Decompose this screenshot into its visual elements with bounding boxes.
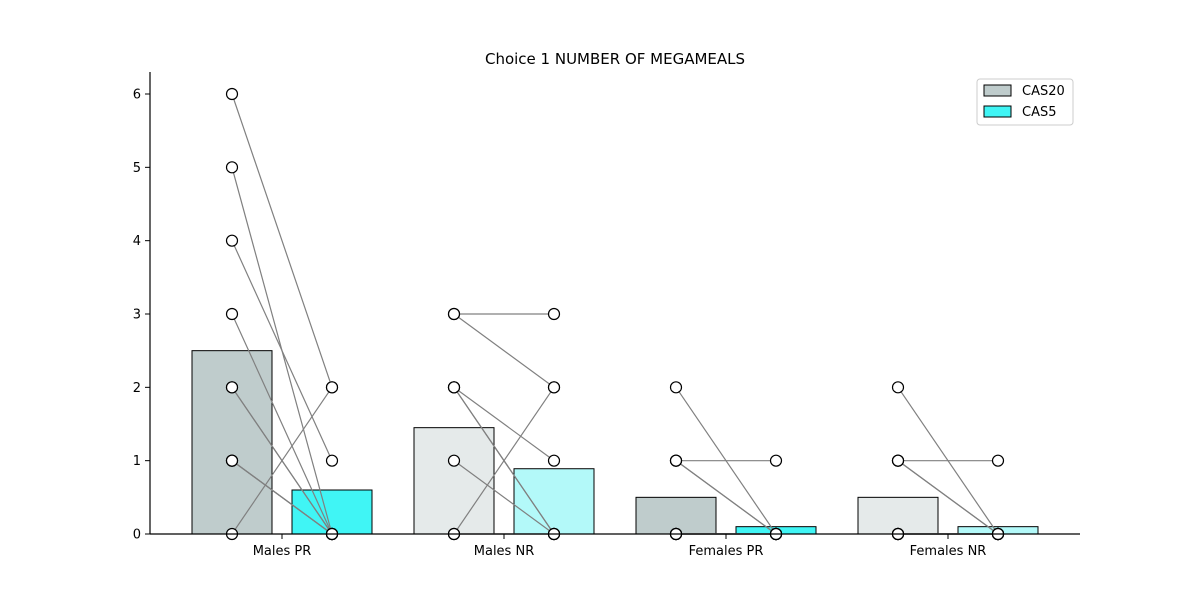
point-cas20 [225,381,239,394]
point-cas20 [669,454,683,467]
pair-line [897,460,999,535]
legend-swatch-cas20 [983,84,1012,97]
pair-line [231,313,333,535]
bar-cas5-males-pr [291,489,373,535]
y-tick-label: 2 [133,381,141,396]
x-ticks-group: Males PR Males NR Females PR Females NR [253,534,987,559]
pair-line [231,240,333,461]
legend-swatch-cas5 [983,105,1012,118]
point-cas5 [547,454,561,467]
y-tick-label: 1 [133,454,141,469]
pair-line [675,460,777,535]
point-cas20 [669,381,683,394]
pair-line [453,313,555,388]
point-cas20 [447,454,461,467]
legend-label-cas5: CAS5 [1022,105,1057,120]
pair-lines-group [231,93,999,535]
y-tick-label: 6 [133,88,141,103]
y-tick-label: 5 [133,161,141,176]
point-cas20 [225,307,239,321]
pair-line [231,386,333,535]
point-cas20 [447,307,461,321]
point-cas5 [325,454,339,467]
point-cas20 [891,381,905,394]
y-tick-label: 0 [133,528,141,543]
pair-line [453,386,555,535]
point-cas20 [225,454,239,467]
points-group [225,87,1005,541]
chart-title: Choice 1 NUMBER OF MEGAMEALS [485,50,745,68]
point-cas20 [225,161,239,174]
x-tick-label: Females NR [910,544,987,559]
y-tick-label: 3 [133,308,141,323]
point-cas20 [225,234,239,247]
bar-cas20-males-pr [191,350,273,535]
x-tick-label: Females PR [689,544,764,559]
legend-label-cas20: CAS20 [1022,84,1065,99]
pair-line [453,386,555,462]
point-cas5 [991,454,1005,467]
point-cas5 [547,307,561,321]
pair-line [231,93,333,388]
y-tick-label: 4 [133,234,141,249]
axes-group [149,72,1080,535]
point-cas5 [547,381,561,394]
pair-line [453,460,555,535]
x-tick-label: Males NR [474,544,534,559]
x-tick-label: Males PR [253,544,312,559]
pair-line [231,460,333,535]
bar-cas20-females-nr [857,496,939,535]
point-cas20 [225,87,239,101]
bar-cas5-males-nr [513,468,595,535]
y-ticks-group: 0 1 2 3 4 5 6 [133,88,150,543]
legend: CAS20 CAS5 [976,78,1074,126]
point-cas20 [891,454,905,467]
point-cas5 [769,454,783,467]
point-cas20 [447,381,461,394]
point-cas5 [325,381,339,394]
